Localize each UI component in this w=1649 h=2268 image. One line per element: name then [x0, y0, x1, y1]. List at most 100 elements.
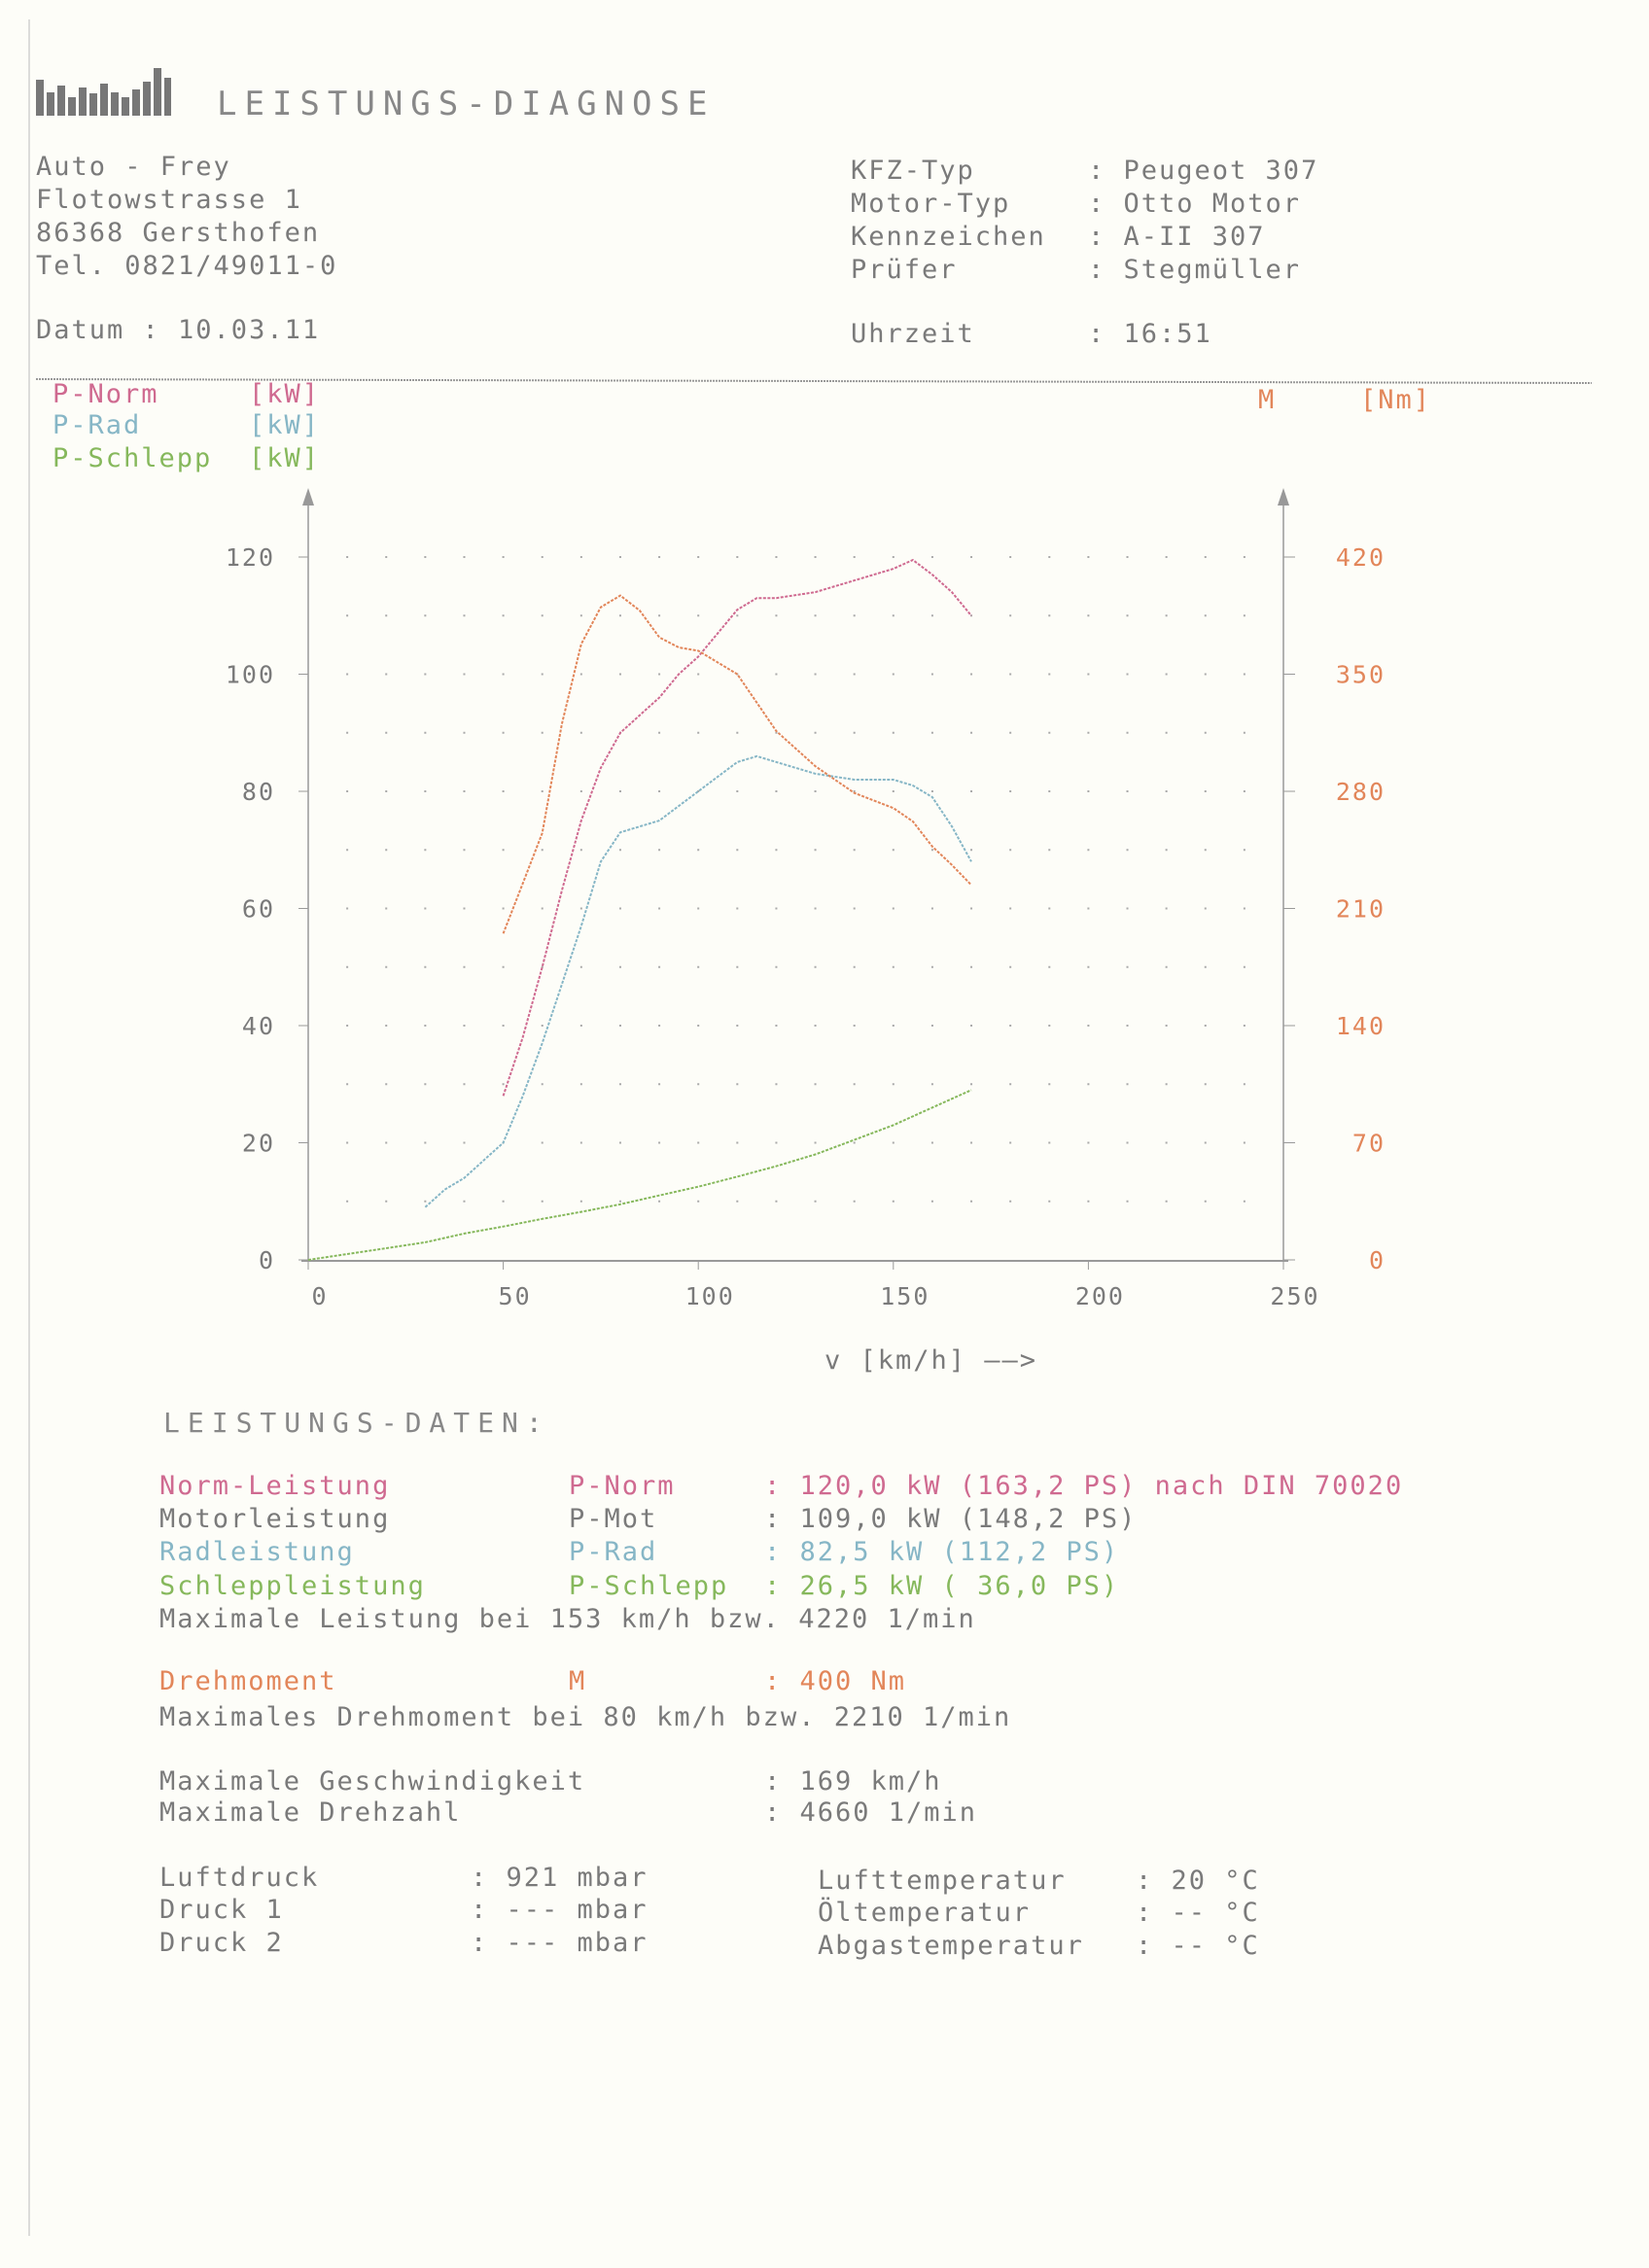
grid-dot — [1009, 1141, 1012, 1144]
grid-dot — [1243, 849, 1246, 852]
grid-dot — [736, 965, 739, 968]
grid-dot — [1165, 1025, 1168, 1027]
grid-dot — [385, 1083, 388, 1086]
legend-unit: [kW] — [249, 379, 320, 409]
torque-symbol: M — [569, 1666, 586, 1696]
grid-dot — [1243, 614, 1246, 617]
grid-dot — [346, 1200, 349, 1203]
grid-dot — [424, 1141, 427, 1144]
grid-dot — [853, 1083, 856, 1086]
grid-dot — [618, 965, 621, 968]
grid-dot — [618, 849, 621, 852]
row-symbol: P-Schlepp — [569, 1571, 728, 1601]
row-label: Motorleistung — [159, 1504, 390, 1534]
grid-dot — [1048, 731, 1051, 734]
grid-dot — [1087, 849, 1090, 852]
grid-dot — [970, 1025, 973, 1027]
grid-dot — [1048, 907, 1051, 910]
grid-dot — [697, 849, 700, 852]
grid-dot — [814, 849, 817, 852]
grid-dot — [970, 965, 973, 968]
time-value: : 16:51 — [1088, 319, 1212, 349]
grid-dot — [424, 1025, 427, 1027]
grid-dot — [814, 731, 817, 734]
grid-dot — [697, 1200, 700, 1203]
grid-dot — [1087, 907, 1090, 910]
grid-dot — [1204, 1141, 1207, 1144]
row-label: Schleppleistung — [159, 1571, 426, 1601]
grid-dot — [892, 849, 895, 852]
row-symbol: P-Norm — [569, 1471, 676, 1501]
grid-dot — [579, 673, 582, 676]
date: Datum : 10.03.11 — [36, 315, 320, 345]
grid-dot — [346, 1025, 349, 1027]
separator — [35, 378, 1593, 384]
grid-dot — [736, 907, 739, 910]
grid-dot — [541, 907, 544, 910]
grid-dot — [1243, 907, 1246, 910]
grid-dot — [618, 673, 621, 676]
grid-dot — [1048, 1083, 1051, 1086]
grid-dot — [658, 965, 661, 968]
grid-dot — [463, 1025, 466, 1027]
grid-dot — [1165, 1083, 1168, 1086]
ambient-value: : 921 mbar — [471, 1863, 649, 1893]
grid-dot — [736, 731, 739, 734]
grid-dot — [1009, 1083, 1012, 1086]
grid-dot — [579, 907, 582, 910]
grid-dot — [1204, 673, 1207, 676]
grid-dot — [736, 1141, 739, 1144]
grid-dot — [658, 907, 661, 910]
grid-dot — [892, 1083, 895, 1086]
grid-dot — [1165, 790, 1168, 792]
grid-dot — [1009, 965, 1012, 968]
grid-dot — [1087, 556, 1090, 558]
grid-dot — [385, 1200, 388, 1203]
ambient-value: : --- mbar — [471, 1895, 649, 1925]
grid-dot — [775, 1141, 778, 1144]
performance-data: LEISTUNGS-DATEN: Norm-Leistung P-Norm : … — [159, 1407, 1401, 1961]
row-value: : 82,5 kW (112,2 PS) — [764, 1537, 1119, 1567]
x-tick-label: 150 — [880, 1282, 930, 1310]
grid-dot — [579, 1141, 582, 1144]
max-torque: Maximales Drehmoment bei 80 km/h bzw. 22… — [159, 1702, 1011, 1732]
y-tick-label-right: 210 — [1336, 895, 1386, 924]
grid-dot — [346, 1083, 349, 1086]
report-title: LEISTUNGS-DIAGNOSE — [217, 85, 715, 123]
grid-dot — [1009, 556, 1012, 558]
grid-dot — [930, 1025, 933, 1027]
grid-dot — [658, 849, 661, 852]
grid-dot — [463, 907, 466, 910]
grid-dot — [424, 614, 427, 617]
grid-dot — [1048, 965, 1051, 968]
grid-dot — [1048, 1025, 1051, 1027]
grid-dot — [658, 790, 661, 792]
ambient-label: Abgastemperatur — [818, 1931, 1084, 1961]
grid-dot — [424, 731, 427, 734]
grid-dot — [618, 614, 621, 617]
grid-dot — [385, 965, 388, 968]
chart-legend: P-Norm [kW] P-Rad [kW] P-Schlepp [kW] M … — [53, 379, 1431, 473]
grid-dot — [775, 556, 778, 558]
grid-dot — [658, 614, 661, 617]
y-tick-label-right: 350 — [1336, 661, 1386, 689]
y-tick-label-right: 140 — [1336, 1012, 1386, 1040]
legend-unit: [Nm] — [1360, 385, 1431, 415]
grid-dot — [697, 1083, 700, 1086]
grid-dot — [1126, 965, 1129, 968]
grid-dot — [1009, 1200, 1012, 1203]
address-line: Flotowstrasse 1 — [36, 185, 302, 215]
grid-dot — [1243, 673, 1246, 676]
grid-dot — [1165, 1141, 1168, 1144]
grid-dot — [658, 1200, 661, 1203]
y-tick-label-left: 40 — [242, 1012, 275, 1040]
grid-dot — [697, 731, 700, 734]
grid-dot — [502, 790, 505, 792]
x-tick-label: 50 — [499, 1282, 532, 1310]
grid-dot — [814, 1025, 817, 1027]
grid-dot — [736, 614, 739, 617]
grid-dot — [970, 790, 973, 792]
grid-dot — [502, 614, 505, 617]
grid-dot — [424, 849, 427, 852]
grid-dot — [385, 673, 388, 676]
